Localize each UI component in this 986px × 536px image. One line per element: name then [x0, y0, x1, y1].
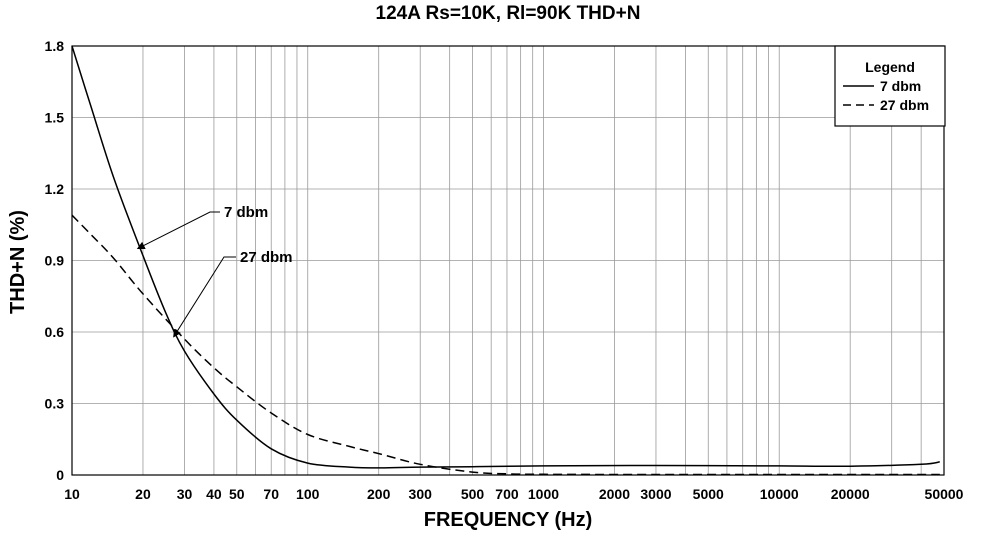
x-tick-label: 10000 — [760, 486, 799, 502]
x-tick-label: 10 — [64, 486, 80, 502]
x-tick-label: 300 — [409, 486, 433, 502]
x-tick-labels: 10 20 30 40 50 70 100 200 300 500 700 1000 2000 3000 5… — [64, 486, 963, 502]
plot-frame — [71, 45, 945, 476]
y-tick-labels: 0 0.3 0.6 0.9 1.2 1.5 1.8 — [45, 38, 65, 483]
series-line-27dbm — [71, 214, 940, 476]
legend-entry-27dbm: 27 dbm — [880, 97, 929, 113]
legend-entry-7dbm: 7 dbm — [880, 78, 921, 94]
x-tick-label: 20000 — [831, 486, 870, 502]
x-tick-label: 40 — [206, 486, 222, 502]
x-tick-label: 50000 — [925, 486, 964, 502]
annotation-arrow — [173, 256, 236, 338]
y-tick-label: 1.5 — [45, 110, 65, 126]
annotation-label: 27 dbm — [240, 249, 293, 266]
annotation-arrow — [136, 211, 220, 250]
annotations: 7 dbm 27 dbm — [136, 204, 293, 338]
x-tick-label: 2000 — [599, 486, 630, 502]
x-tick-label: 20 — [135, 486, 151, 502]
x-tick-label: 30 — [177, 486, 193, 502]
x-tick-label: 200 — [367, 486, 391, 502]
y-tick-label: 1.2 — [45, 181, 65, 197]
x-tick-label: 1000 — [528, 486, 559, 502]
x-tick-label: 3000 — [640, 486, 671, 502]
chart-title: 124A Rs=10K, Rl=90K THD+N — [376, 3, 641, 24]
x-tick-label: 100 — [296, 486, 320, 502]
x-tick-label: 5000 — [693, 486, 724, 502]
x-tick-label: 70 — [263, 486, 279, 502]
legend-title: Legend — [865, 59, 915, 75]
x-tick-label: 50 — [229, 486, 245, 502]
y-tick-label: 0 — [56, 467, 64, 483]
y-tick-label: 1.8 — [45, 38, 65, 54]
y-tick-label: 0.6 — [45, 324, 65, 340]
legend: Legend 7 dbm 27 dbm — [834, 45, 946, 127]
series-line-7dbm — [71, 45, 940, 469]
y-tick-label: 0.9 — [45, 253, 65, 269]
x-axis-label: FREQUENCY (Hz) — [424, 509, 593, 531]
annotation-label: 7 dbm — [224, 204, 268, 221]
y-axis-label: THD+N (%) — [7, 210, 29, 314]
grid-lines — [71, 45, 945, 476]
y-tick-label: 0.3 — [45, 396, 65, 412]
x-tick-label: 500 — [461, 486, 485, 502]
x-tick-label: 700 — [495, 486, 519, 502]
